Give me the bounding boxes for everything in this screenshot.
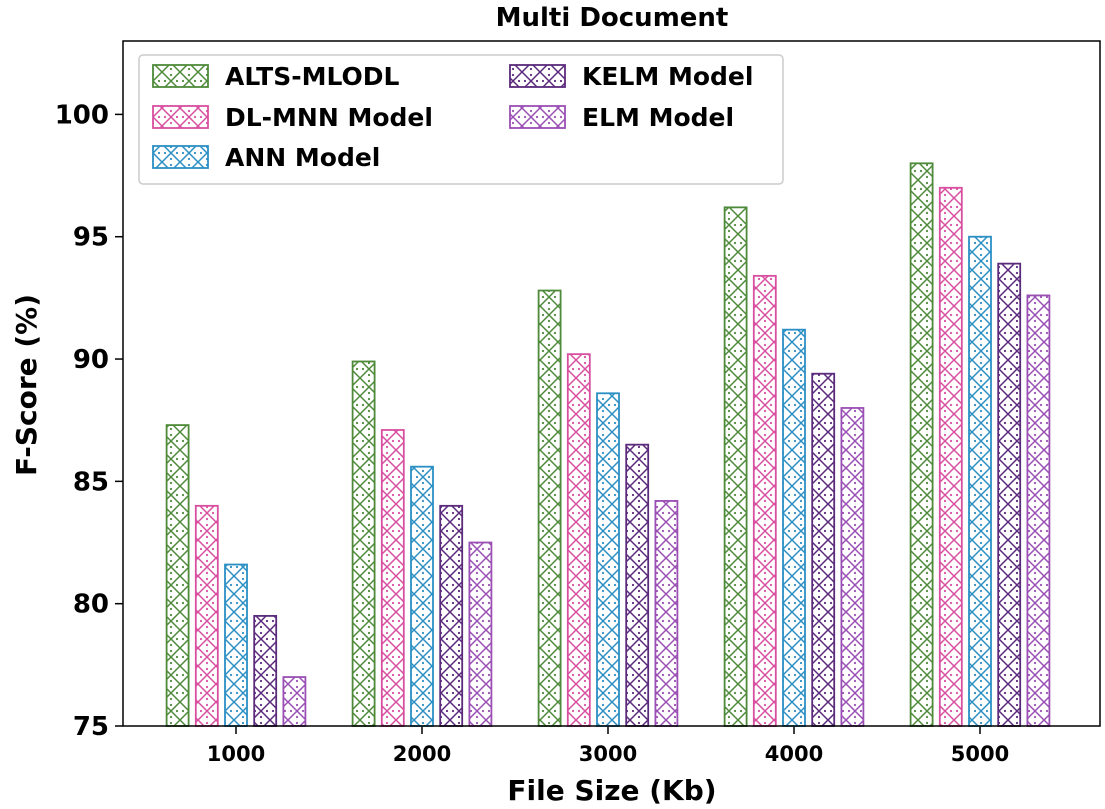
bar-dl-mnn-model-5000 (938, 186, 963, 727)
x-tick-label: 4000 (765, 742, 823, 766)
bar-dl-mnn-model-2000 (380, 429, 405, 727)
y-tick-label: 80 (73, 590, 109, 620)
x-tick-label: 2000 (393, 742, 451, 766)
y-tick-label: 85 (73, 467, 109, 497)
legend-swatch-elm-model (509, 105, 566, 129)
legend-label: DL-MNN Model (225, 103, 433, 132)
bar-ann-model-4000 (782, 328, 806, 727)
y-tick-label: 90 (73, 345, 109, 375)
plot-frame (122, 40, 1101, 727)
bar-kelm-model-3000 (625, 443, 650, 727)
bar-alts-mlodl-1000 (165, 424, 190, 727)
bar-ann-model-2000 (410, 465, 434, 727)
legend: ALTS-MLODL DL-MNN Model ANN Model KELM Mode… (138, 54, 784, 185)
x-tick-label: 5000 (951, 742, 1009, 766)
bar-kelm-model-5000 (997, 262, 1022, 727)
x-axis-ticks: 1000 2000 3000 4000 5000 (207, 726, 1009, 766)
bar-alts-mlodl-5000 (909, 162, 934, 727)
bar-alts-mlodl-2000 (351, 360, 376, 727)
x-axis-label: File Size (Kb) (507, 774, 716, 807)
bar-kelm-model-4000 (811, 372, 836, 727)
y-axis-ticks: 75 80 85 90 95 100 (55, 100, 123, 742)
legend-swatch-alts-mlodl (152, 64, 209, 88)
bar-elm-model-1000 (282, 676, 307, 727)
bar-alts-mlodl-3000 (537, 289, 562, 727)
bar-ann-model-1000 (224, 563, 248, 727)
bar-elm-model-2000 (468, 541, 493, 727)
bar-kelm-model-2000 (439, 504, 464, 727)
chart-title: Multi Document (496, 3, 729, 33)
bar-dl-mnn-model-1000 (194, 504, 219, 727)
bar-elm-model-3000 (654, 500, 679, 727)
bar-elm-model-4000 (840, 407, 865, 727)
x-tick-label: 1000 (207, 742, 265, 766)
bar-ann-model-3000 (596, 392, 620, 727)
bars-group (165, 162, 1051, 727)
x-tick-label: 3000 (579, 742, 637, 766)
bar-alts-mlodl-4000 (723, 206, 748, 727)
bar-elm-model-5000 (1026, 294, 1051, 727)
bar-ann-model-5000 (968, 235, 992, 727)
bar-kelm-model-1000 (253, 615, 278, 727)
legend-label: ELM Model (582, 103, 734, 132)
legend-box (138, 54, 784, 185)
legend-swatch-ann-model (152, 145, 209, 169)
legend-label: ANN Model (225, 143, 380, 172)
y-tick-label: 95 (73, 223, 109, 253)
y-tick-label: 75 (73, 712, 109, 742)
bar-dl-mnn-model-4000 (752, 274, 777, 727)
y-tick-label: 100 (55, 100, 109, 130)
y-axis-label: F-Score (%) (10, 294, 43, 476)
legend-swatch-dl-mnn-model (152, 105, 209, 129)
bar-dl-mnn-model-3000 (566, 353, 591, 727)
legend-label: ALTS-MLODL (225, 62, 399, 91)
legend-label: KELM Model (582, 62, 753, 91)
legend-swatch-kelm-model (509, 64, 566, 88)
